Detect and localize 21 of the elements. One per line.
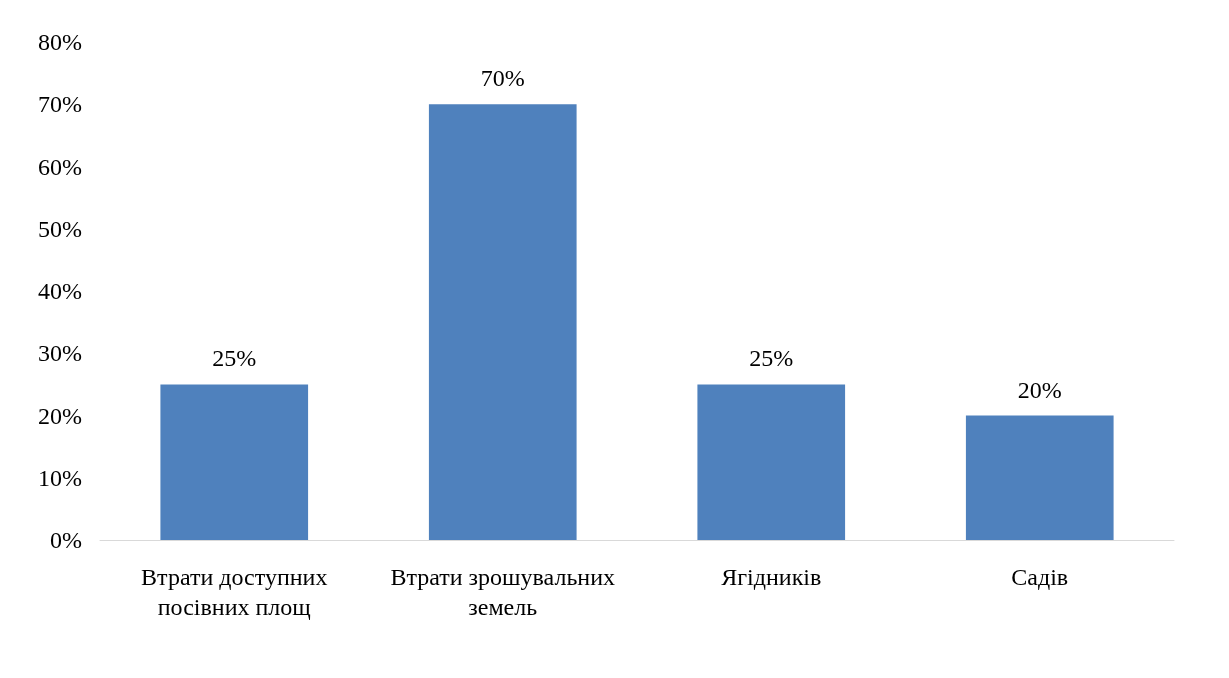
y-tick-label: 0% [50, 527, 82, 553]
data-label: 70% [480, 65, 525, 92]
y-tick-label: 10% [38, 464, 82, 491]
y-tick-label: 70% [38, 91, 82, 118]
bar [428, 104, 577, 540]
data-label: 25% [212, 345, 257, 372]
y-tick-label: 80% [38, 29, 82, 55]
data-label: 20% [1017, 376, 1062, 403]
x-tick-label: Ягідників [721, 564, 822, 590]
bar [160, 384, 309, 540]
y-tick-label: 60% [38, 153, 82, 180]
x-tick-label: Садів [1011, 564, 1069, 590]
bar [965, 415, 1114, 540]
bar [697, 384, 846, 540]
y-tick-label: 20% [38, 402, 82, 429]
y-tick-label: 50% [38, 215, 82, 242]
data-label: 25% [749, 345, 794, 372]
y-tick-label: 30% [38, 340, 82, 367]
x-tick-label: Втрати доступних посівних площ [141, 564, 328, 620]
x-tick-label: Втрати зрошувальних земель [390, 564, 616, 620]
y-tick-label: 40% [38, 278, 82, 304]
